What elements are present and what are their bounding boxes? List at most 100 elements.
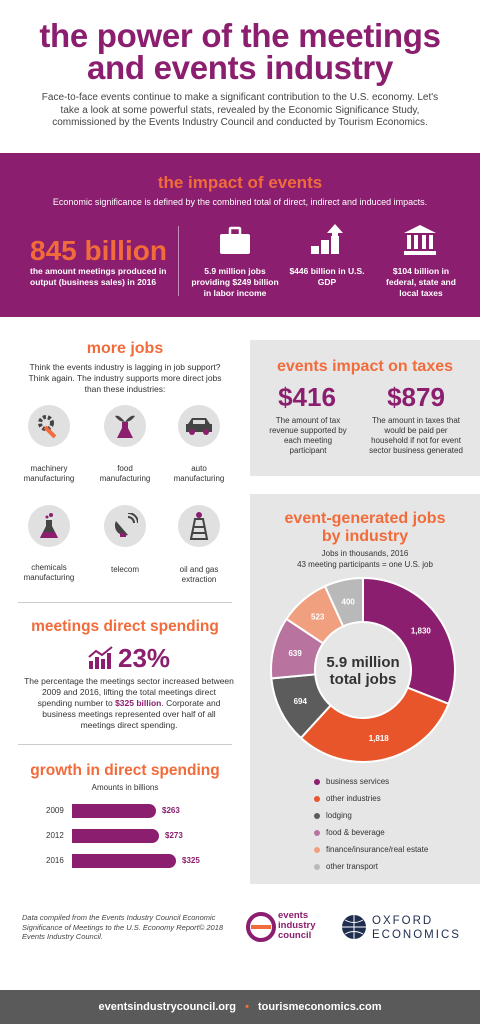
jobs-legend: business services other industries lodging… [314, 773, 474, 875]
bar-value-label: $263 [162, 806, 180, 815]
tax-per-household: $879 [387, 382, 445, 412]
legend-label: food & beverage [326, 828, 385, 837]
legend-label: finance/insurance/real estate [326, 845, 429, 854]
footnote: Data compiled from the Events Industry C… [22, 913, 224, 941]
legend-item: other industries [314, 790, 474, 807]
donut-slice-label: 1,830 [411, 627, 432, 636]
bar-value-label: $273 [165, 831, 183, 840]
industry-label-oil-gas: oil and gas extraction [179, 565, 219, 584]
industry-label-auto: auto manufacturing [173, 464, 225, 483]
jobs-donut-chart: 1,830 1,818 694 639 523 400 [270, 576, 456, 763]
legend-item: business services [314, 773, 474, 790]
footer-link-eic[interactable]: eventsindustrycouncil.org [98, 1001, 237, 1013]
oxford-logo-text: OXFORD ECONOMICS [372, 914, 461, 942]
jobs-heading-line2: by industry [321, 528, 409, 545]
spending-text-a: The percentage the meetings sector incre… [24, 676, 234, 708]
impact-heading: the impact of events [157, 173, 323, 192]
legend-label: lodging [326, 811, 352, 820]
oil-rig-icon [178, 505, 220, 547]
footer-separator: • [245, 1001, 249, 1013]
bar-year-label: 2012 [46, 831, 64, 840]
legend-swatch [314, 846, 320, 853]
jobs-stat: 5.9 million jobs providing $249 billion … [191, 266, 279, 298]
industry-label-food: food manufacturing [99, 464, 151, 483]
food-industry [104, 405, 146, 447]
output-caption: the amount meetings produced in output (… [30, 266, 167, 287]
donut-slice-label: 694 [294, 697, 308, 706]
legend-item: finance/insurance/real estate [314, 841, 474, 858]
auto-industry [178, 405, 220, 447]
taxes-panel [250, 340, 480, 476]
chemical-flask-icon [28, 505, 70, 547]
government-building-icon [385, 224, 455, 256]
footer: eventsindustrycouncil.org • tourismecono… [0, 990, 480, 1024]
bar-year-label: 2009 [46, 806, 64, 815]
impact-subheading: Economic significance is defined by the … [52, 197, 428, 207]
donut-center-line2: total jobs [329, 671, 397, 688]
car-icon [178, 405, 220, 447]
spending-text-b: . Corporate and business meetings repres… [42, 698, 221, 730]
industry-label-chemicals: chemicals manufacturing [23, 563, 75, 582]
briefcase-icon [200, 226, 270, 256]
donut-slice [299, 686, 450, 763]
donut-slice [323, 576, 364, 628]
tax-per-participant: $416 [278, 382, 336, 412]
growth-subheading: Amounts in billions [91, 783, 159, 792]
growth-chart-icon [88, 645, 116, 674]
donut-slice [362, 576, 456, 706]
machinery-industry [28, 405, 70, 447]
jobs-sub1: Jobs in thousands, 2016 [321, 549, 409, 558]
chemicals-industry [28, 505, 70, 547]
industry-label-machinery: machinery manufacturing [23, 464, 75, 483]
industry-label-telecom: telecom [110, 565, 139, 574]
legend-label: business services [326, 777, 390, 786]
legend-label: other transport [326, 862, 379, 871]
legend-swatch [314, 863, 320, 870]
legend-swatch [314, 829, 320, 836]
eic-line2: industry [278, 920, 316, 931]
legend-item: food & beverage [314, 824, 474, 841]
output-value: 845 billion [30, 235, 167, 266]
more-jobs-heading: more jobs [86, 340, 164, 357]
eic-line1: events [278, 910, 309, 921]
legend-item: other transport [314, 858, 474, 875]
tax-per-household-caption: The amount in taxes that would be paid p… [369, 416, 463, 455]
legend-item: lodging [314, 807, 474, 824]
donut-slice-label: 400 [342, 598, 356, 607]
title-line-1: the power of the meetings [39, 17, 441, 54]
legend-label: other industries [326, 794, 381, 803]
growth-heading: growth in direct spending [30, 762, 220, 779]
legend-swatch [314, 778, 320, 785]
footer-link-tourism[interactable]: tourismeconomics.com [258, 1001, 382, 1013]
tax-per-participant-caption: The amount of tax revenue supported by e… [269, 416, 347, 455]
events-industry-council-logo [246, 912, 276, 947]
donut-slice-label: 523 [311, 613, 325, 622]
donut-center-label: 5.9 million total jobs [308, 654, 418, 688]
jobs-heading-line1: event-generated jobs [284, 510, 446, 527]
intro-text: Face-to-face events continue to make a s… [41, 92, 439, 128]
title-line-2: and events industry [86, 49, 394, 86]
spending-percent: 23% [118, 643, 171, 673]
legend-swatch [314, 812, 320, 819]
jobs-subheading: Jobs in thousands, 2016 43 meeting parti… [250, 548, 480, 570]
taxes-stat: $104 billion in federal, state and local… [386, 266, 456, 298]
bar-value-label: $325 [182, 856, 200, 865]
impact-divider [178, 226, 179, 296]
growth-bar [72, 804, 156, 818]
spending-heading: meetings direct spending [31, 618, 219, 635]
growth-bar [72, 829, 159, 843]
satellite-dish-icon [104, 505, 146, 547]
more-jobs-text: Think the events industry is lagging in … [28, 362, 222, 394]
section-divider [18, 602, 232, 603]
section-divider [18, 744, 232, 745]
spending-total: $325 billion [115, 698, 162, 708]
oxford-line2: ECONOMICS [372, 929, 461, 941]
jobs-sub2: 43 meeting participants = one U.S. job [297, 560, 433, 569]
growth-bar [72, 854, 176, 868]
oil-gas-industry [178, 505, 220, 547]
eic-logo-text: events industry council [278, 911, 315, 941]
spending-text: The percentage the meetings sector incre… [24, 676, 234, 731]
oxford-line1: OXFORD [372, 915, 434, 927]
page-title: the power of the meetings and events ind… [0, 17, 480, 86]
donut-slice-label: 639 [288, 649, 302, 658]
